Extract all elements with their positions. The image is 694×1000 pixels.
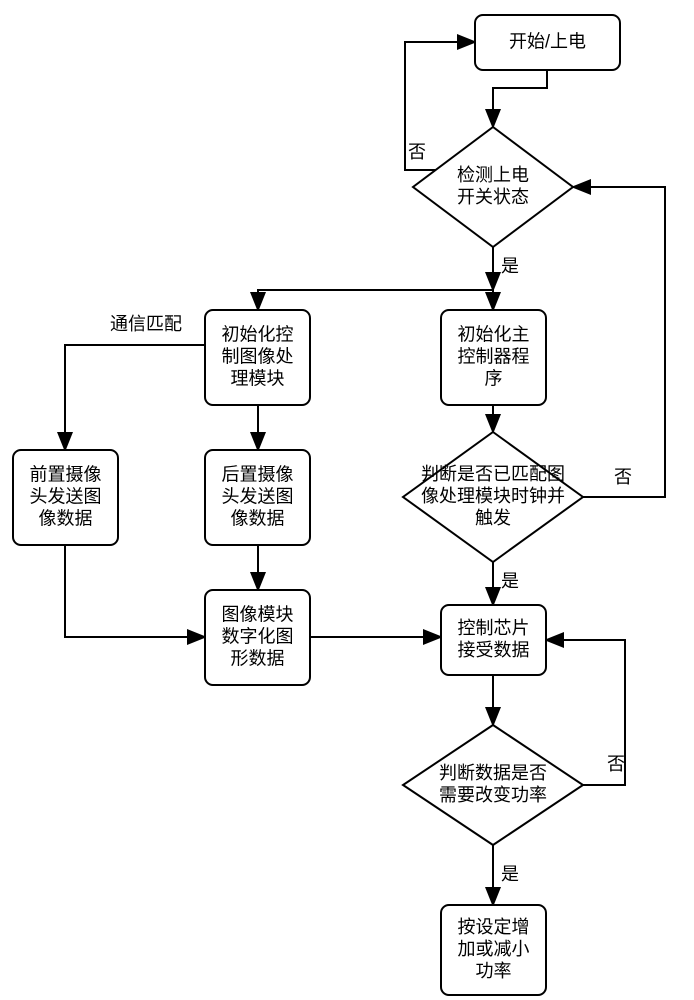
node-check_power: 判断数据是否需要改变功率	[403, 725, 583, 845]
node-text: 后置摄像	[222, 464, 294, 484]
node-text: 接受数据	[458, 640, 530, 660]
node-text: 判断数据是否	[439, 763, 547, 783]
node-text: 加或减小	[458, 939, 530, 959]
node-check_clock: 判断是否已匹配图像处理模块时钟并触发	[403, 432, 583, 562]
flow-edge	[493, 70, 547, 127]
node-text: 头发送图	[30, 486, 102, 506]
node-init_img: 初始化控制图像处理模块	[205, 310, 310, 405]
edge-label: 否	[607, 754, 625, 774]
node-text: 像数据	[231, 508, 285, 528]
node-chip_receive: 控制芯片接受数据	[441, 605, 546, 675]
node-front_cam: 前置摄像头发送图像数据	[13, 450, 118, 545]
node-detect_power: 检测上电开关状态	[413, 127, 573, 247]
node-text: 数字化图	[222, 626, 294, 646]
edge-label: 是	[501, 864, 519, 884]
node-text: 按设定增	[458, 917, 530, 937]
flow-edge	[65, 345, 205, 450]
node-text: 理模块	[231, 368, 285, 388]
node-text: 像处理模块时钟并	[421, 486, 565, 506]
node-text: 初始化控	[222, 324, 294, 344]
edge-label: 是	[501, 256, 519, 276]
node-text: 前置摄像	[30, 464, 102, 484]
node-text: 触发	[475, 508, 511, 528]
node-init_main: 初始化主控制器程序	[441, 310, 546, 405]
node-text: 控制芯片	[458, 618, 530, 638]
flow-edge	[573, 187, 665, 497]
node-text: 序	[485, 368, 503, 388]
node-text: 头发送图	[222, 486, 294, 506]
node-rear_cam: 后置摄像头发送图像数据	[205, 450, 310, 545]
node-digitize: 图像模块数字化图形数据	[205, 590, 310, 685]
node-text: 初始化主	[458, 324, 530, 344]
node-text: 开关状态	[457, 187, 529, 207]
edge-label: 是	[501, 571, 519, 591]
node-text: 像数据	[39, 508, 93, 528]
flow-edge	[65, 545, 205, 637]
node-text: 图像模块	[222, 604, 294, 624]
node-start: 开始/上电	[475, 15, 620, 70]
node-text: 制图像处	[222, 346, 294, 366]
node-adjust_power: 按设定增加或减小功率	[441, 905, 546, 995]
edge-label: 否	[614, 467, 632, 487]
edge-label: 通信匹配	[110, 314, 182, 334]
flow-edge	[258, 290, 493, 310]
edge-label: 否	[408, 142, 426, 162]
node-text: 开始/上电	[509, 31, 586, 51]
node-text: 控制器程	[458, 346, 530, 366]
node-text: 需要改变功率	[439, 785, 547, 805]
node-text: 形数据	[231, 648, 285, 668]
node-text: 判断是否已匹配图	[421, 464, 565, 484]
node-text: 检测上电	[457, 165, 529, 185]
node-text: 功率	[476, 961, 512, 981]
